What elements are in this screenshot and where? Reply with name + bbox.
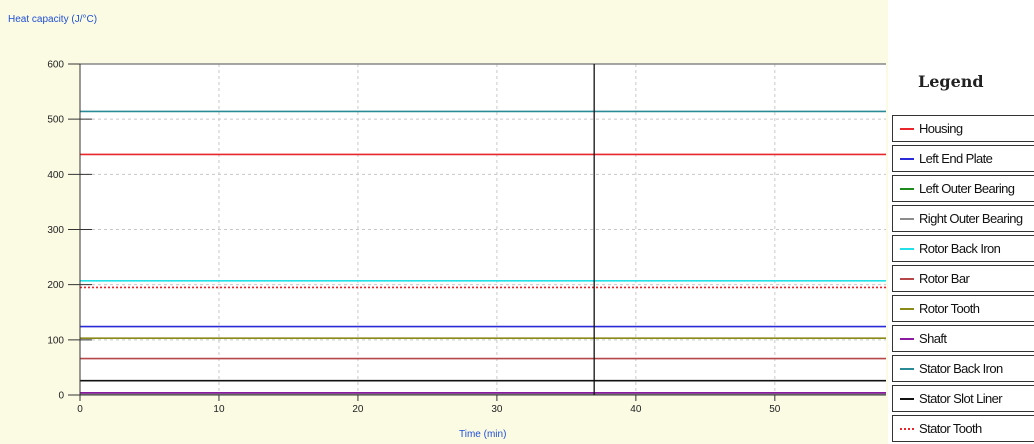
legend-label: Stator Tooth xyxy=(919,421,982,436)
legend-swatch xyxy=(900,397,914,400)
legend-item-right-outer-bearing: Right Outer Bearing xyxy=(892,205,1034,232)
legend-label: Housing xyxy=(919,121,963,136)
legend-item-rotor-bar: Rotor Bar xyxy=(892,265,1034,292)
legend-label: Shaft xyxy=(919,331,947,346)
legend-item-stator-slot-liner: Stator Slot Liner xyxy=(892,385,1034,412)
legend-label: Left End Plate xyxy=(919,151,993,166)
chart-area: Heat capacity (J/°C) 0 100 200 300 400 500 600… xyxy=(0,0,888,444)
legend-item-housing: Housing xyxy=(892,115,1034,142)
legend-label: Stator Back Iron xyxy=(919,361,1003,376)
x-tick-label: 50 xyxy=(769,404,781,415)
legend-title: Legend xyxy=(918,72,984,91)
x-tick-label: 40 xyxy=(630,404,642,415)
x-tick-label: 20 xyxy=(352,404,364,415)
legend-swatch xyxy=(900,367,914,370)
legend-label: Left Outer Bearing xyxy=(919,181,1015,196)
legend-item-stator-back-iron: Stator Back Iron xyxy=(892,355,1034,382)
y-tick-label: 600 xyxy=(47,60,64,71)
legend-swatch xyxy=(900,157,914,160)
legend-swatch xyxy=(900,337,914,340)
y-tick-label: 200 xyxy=(47,280,64,291)
legend-label: Rotor Bar xyxy=(919,271,970,286)
x-tick-label: 30 xyxy=(491,404,503,415)
line-chart: 0 100 200 300 400 500 600 0 10 20 30 40 50 xyxy=(47,60,886,415)
legend-label: Rotor Back Iron xyxy=(919,241,1001,256)
legend-item-left-outer-bearing: Left Outer Bearing xyxy=(892,175,1034,202)
legend-swatch xyxy=(900,127,914,130)
legend-swatch xyxy=(900,187,914,190)
y-tick-label: 300 xyxy=(47,225,64,236)
y-tick-label: 400 xyxy=(47,170,64,181)
legend-item-rotor-back-iron: Rotor Back Iron xyxy=(892,235,1034,262)
legend-label: Rotor Tooth xyxy=(919,301,980,316)
y-tick-label: 100 xyxy=(47,335,64,346)
legend-swatch xyxy=(900,307,914,310)
legend-swatch xyxy=(900,217,914,220)
legend-item-rotor-tooth: Rotor Tooth xyxy=(892,295,1034,322)
legend-item-left-end-plate: Left End Plate xyxy=(892,145,1034,172)
legend-label: Right Outer Bearing xyxy=(919,211,1023,226)
legend: Housing Left End Plate Left Outer Bearing R… xyxy=(892,115,1034,444)
legend-swatch xyxy=(900,427,914,430)
legend-item-stator-tooth: Stator Tooth xyxy=(892,415,1034,442)
x-tick-label: 0 xyxy=(77,404,83,415)
legend-swatch xyxy=(900,247,914,250)
x-axis-label: Time (min) xyxy=(459,429,507,440)
legend-item-shaft: Shaft xyxy=(892,325,1034,352)
legend-swatch xyxy=(900,277,914,280)
legend-label: Stator Slot Liner xyxy=(919,391,1003,406)
y-tick-label: 0 xyxy=(58,391,64,402)
y-tick-label: 500 xyxy=(47,115,64,126)
y-axis-label: Heat capacity (J/°C) xyxy=(8,14,98,25)
x-tick-label: 10 xyxy=(213,404,225,415)
